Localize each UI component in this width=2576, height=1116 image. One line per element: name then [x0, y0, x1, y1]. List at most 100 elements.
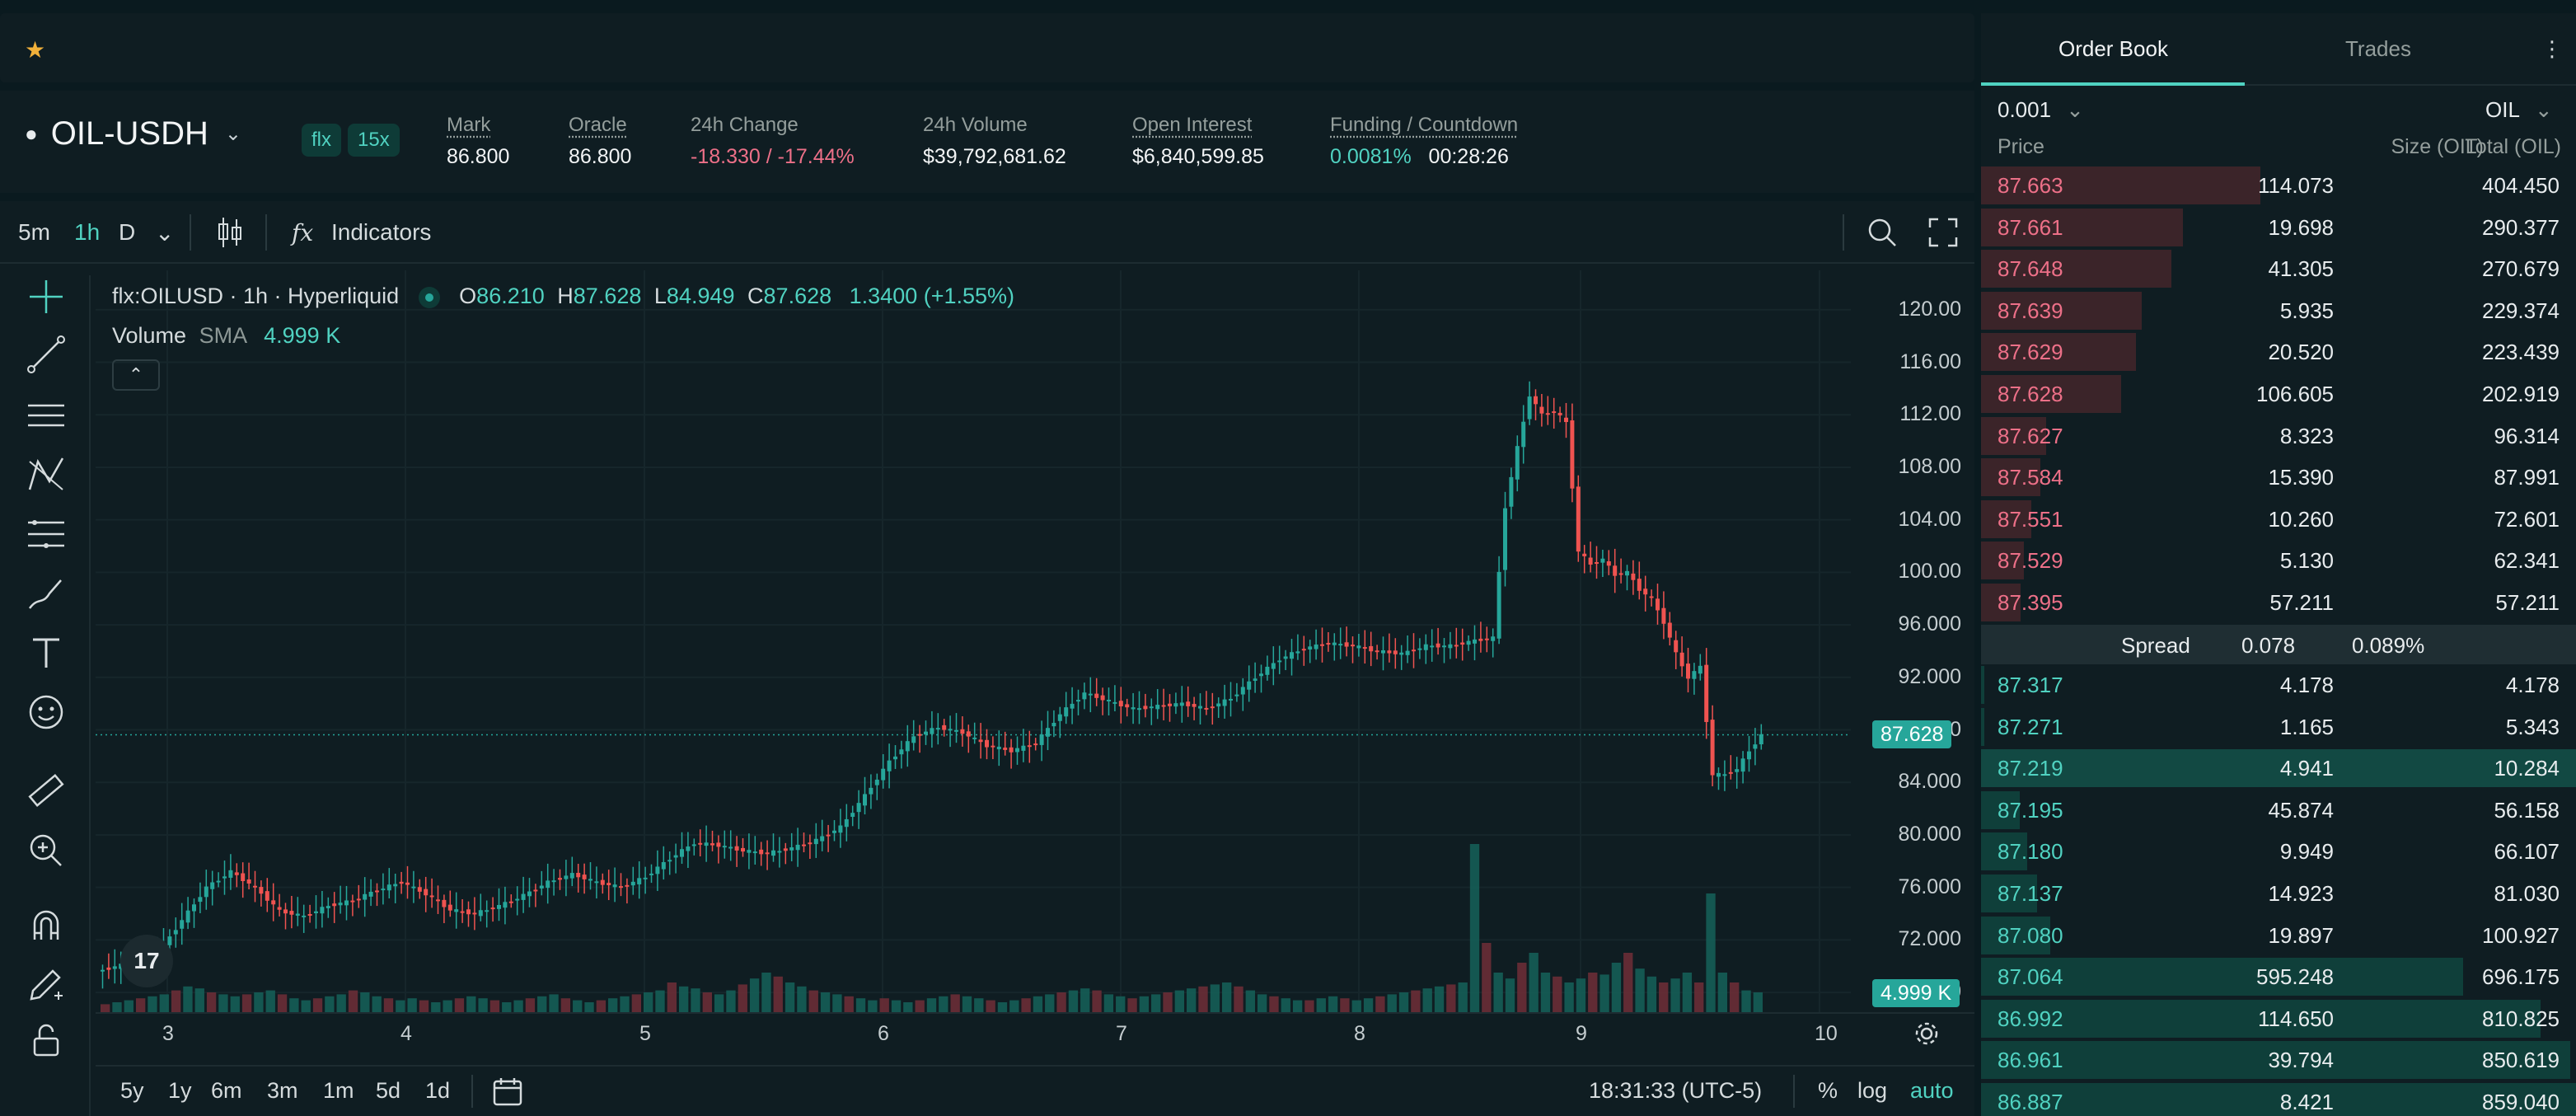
- pattern-icon[interactable]: [25, 453, 68, 496]
- trend-line-icon[interactable]: [25, 333, 68, 376]
- market-selector[interactable]: ● OIL-USDH ⌄: [25, 115, 241, 152]
- bid-row[interactable]: 87.317 4.178 4.178: [1981, 664, 2576, 706]
- ask-row[interactable]: 87.628 106.605 202.919: [1981, 373, 2576, 415]
- lock-draw-icon[interactable]: [25, 963, 68, 1006]
- lock-icon[interactable]: [25, 1019, 68, 1062]
- candle-body: [1515, 446, 1520, 480]
- volume-bar: [537, 996, 547, 1012]
- star-icon[interactable]: ★: [25, 37, 46, 63]
- volume-bar: [194, 988, 204, 1012]
- tab-order-book[interactable]: Order Book: [2058, 36, 2168, 61]
- candle-body: [716, 842, 721, 847]
- candle-body: [637, 878, 642, 884]
- order-size: 4.178: [2279, 673, 2334, 697]
- volume-bar: [1127, 998, 1137, 1012]
- percent-toggle[interactable]: %: [1818, 1078, 1838, 1103]
- volume-bar: [525, 998, 536, 1012]
- bid-row[interactable]: 87.137 14.923 81.030: [1981, 873, 2576, 914]
- ask-row[interactable]: 87.648 41.305 270.679: [1981, 248, 2576, 289]
- volume-bar: [254, 992, 264, 1012]
- bid-row[interactable]: 86.961 39.794 850.619: [1981, 1039, 2576, 1081]
- volume-bar: [1517, 963, 1527, 1012]
- brush-icon[interactable]: [25, 572, 68, 615]
- candle-body: [497, 904, 501, 909]
- stat-label[interactable]: Funding / Countdown: [1330, 114, 1519, 136]
- range-5y[interactable]: 5y: [120, 1078, 144, 1103]
- ask-row[interactable]: 87.584 15.390 87.991: [1981, 457, 2576, 498]
- interval-d[interactable]: D: [119, 219, 136, 245]
- ask-row[interactable]: 87.627 8.323 96.314: [1981, 415, 2576, 457]
- fullscreen-icon[interactable]: [1928, 218, 1958, 247]
- auto-toggle[interactable]: auto: [1910, 1078, 1954, 1103]
- order-total: 290.377: [2482, 214, 2560, 240]
- indicators-button[interactable]: Indicators: [331, 219, 432, 245]
- clock-time[interactable]: 18:31:33 (UTC-5): [1589, 1078, 1763, 1103]
- candle-body: [1564, 417, 1568, 423]
- price-chart[interactable]: [96, 270, 1851, 1012]
- magnet-icon[interactable]: [25, 905, 68, 948]
- interval-5m[interactable]: 5m: [18, 219, 50, 245]
- time-axis[interactable]: 3 4 5 6 7 8 9 10: [96, 1012, 1974, 1053]
- depth-bar: [1981, 916, 2051, 954]
- more-vertical-icon[interactable]: ⋮: [2541, 36, 2563, 61]
- range-1y[interactable]: 1y: [168, 1078, 192, 1103]
- range-3m[interactable]: 3m: [267, 1078, 298, 1103]
- drawing-tools: [0, 275, 91, 1116]
- zoom-search-icon[interactable]: [1866, 216, 1899, 249]
- fib-icon[interactable]: [25, 513, 68, 556]
- ask-row[interactable]: 87.629 20.520 223.439: [1981, 331, 2576, 373]
- stat-label[interactable]: Open Interest: [1132, 114, 1253, 136]
- stat-label[interactable]: Oracle: [569, 114, 627, 136]
- ask-row[interactable]: 87.639 5.935 229.374: [1981, 290, 2576, 331]
- bid-row[interactable]: 87.080 19.897 100.927: [1981, 915, 2576, 956]
- stat-label[interactable]: Mark: [447, 114, 491, 136]
- log-toggle[interactable]: log: [1857, 1078, 1888, 1103]
- candle-body: [1496, 571, 1501, 639]
- ask-row[interactable]: 87.529 5.130 62.341: [1981, 540, 2576, 581]
- tab-trades[interactable]: Trades: [2345, 36, 2411, 61]
- candle-body: [1039, 734, 1044, 745]
- tradingview-logo[interactable]: 17: [120, 935, 173, 987]
- crosshair-icon[interactable]: [25, 275, 68, 318]
- bid-row[interactable]: 87.271 1.165 5.343: [1981, 706, 2576, 748]
- tick-size-select[interactable]: 0.001 ⌄: [1998, 97, 2084, 123]
- bid-row[interactable]: 87.195 45.874 56.158: [1981, 790, 2576, 831]
- text-icon[interactable]: [25, 631, 68, 674]
- bid-row[interactable]: 87.180 9.949 66.107: [1981, 831, 2576, 872]
- emoji-icon[interactable]: [25, 691, 68, 734]
- unit-select[interactable]: OIL ⌄: [2485, 97, 2553, 123]
- bid-row[interactable]: 86.992 114.650 810.825: [1981, 998, 2576, 1039]
- candle-body: [234, 872, 239, 875]
- volume-bar: [1741, 990, 1751, 1012]
- range-1m[interactable]: 1m: [323, 1078, 354, 1103]
- calendar-icon[interactable]: [491, 1075, 524, 1108]
- range-1d[interactable]: 1d: [425, 1078, 451, 1103]
- bid-row[interactable]: 86.887 8.421 859.040: [1981, 1081, 2576, 1116]
- ask-row[interactable]: 87.663 114.073 404.450: [1981, 165, 2576, 206]
- ruler-icon[interactable]: [25, 770, 68, 813]
- bid-row[interactable]: 87.064 595.248 696.175: [1981, 956, 2576, 997]
- ask-row[interactable]: 87.395 57.211 57.211: [1981, 582, 2576, 623]
- settings-gear-icon[interactable]: [1913, 1020, 1940, 1047]
- candle-body: [673, 855, 678, 858]
- bid-row[interactable]: 87.219 4.941 10.284: [1981, 748, 2576, 789]
- candle-body: [460, 911, 465, 913]
- price-axis[interactable]: 120.00 116.00 112.00 108.00 104.00 100.00 96.0…: [1851, 270, 1974, 1012]
- candle-type-icon[interactable]: [216, 216, 244, 249]
- volume-bar: [277, 994, 288, 1012]
- range-6m[interactable]: 6m: [211, 1078, 242, 1103]
- candle-body: [1534, 396, 1538, 405]
- collapse-legend-button[interactable]: ⌃: [112, 359, 160, 391]
- spread-value: 0.078: [2241, 633, 2296, 658]
- fx-icon[interactable]: fx: [292, 219, 314, 246]
- ask-row[interactable]: 87.551 10.260 72.601: [1981, 499, 2576, 540]
- chevron-down-icon[interactable]: ⌄: [155, 220, 175, 246]
- volume-bar: [183, 986, 193, 1012]
- zoom-in-icon[interactable]: [25, 829, 68, 872]
- range-5d[interactable]: 5d: [376, 1078, 401, 1103]
- interval-1h[interactable]: 1h: [74, 219, 101, 245]
- volume-bar: [986, 1000, 995, 1012]
- horizontal-lines-icon[interactable]: [25, 394, 68, 437]
- order-total: 202.919: [2482, 382, 2560, 406]
- ask-row[interactable]: 87.661 19.698 290.377: [1981, 207, 2576, 248]
